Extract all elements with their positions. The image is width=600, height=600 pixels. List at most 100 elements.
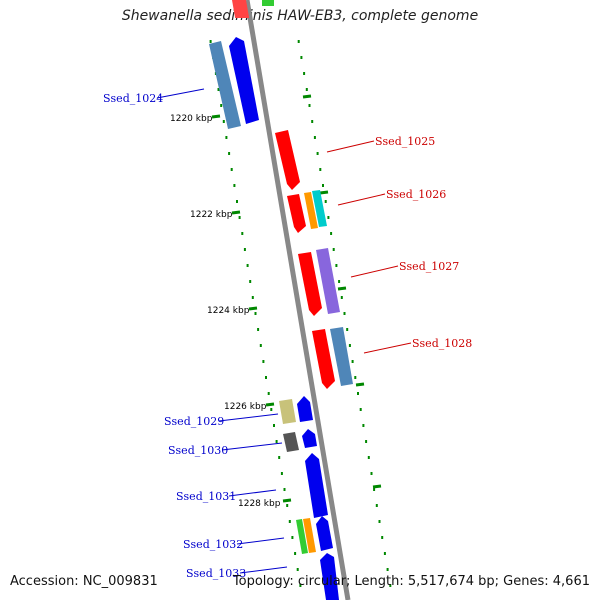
tick-dash-r4	[355, 382, 365, 387]
guide-dot	[354, 376, 357, 379]
guide-dot	[228, 152, 231, 155]
guide-dot	[357, 392, 359, 395]
guide-dot	[254, 312, 257, 315]
gene-1026-c	[312, 190, 327, 227]
tick-dash-1228	[282, 498, 292, 503]
guide-dot	[217, 88, 220, 91]
guide-dot	[381, 536, 384, 539]
guide-dot	[222, 120, 225, 123]
guide-dot	[209, 40, 212, 43]
tick-label-1220: 1220 kbp	[170, 114, 213, 124]
guide-dot	[383, 552, 386, 555]
guide-dot	[294, 552, 297, 555]
guide-dot	[288, 520, 291, 523]
guide-dot	[300, 56, 303, 59]
gene-1029-b	[297, 396, 313, 422]
guide-dot	[251, 296, 254, 299]
guide-dot	[330, 232, 333, 235]
gene-label-ssed-1033: Ssed_1033	[186, 567, 246, 580]
tick-dash-r1	[302, 94, 312, 99]
leader-1027	[350, 265, 399, 278]
gene-1024-b	[229, 37, 259, 124]
gene-label-ssed-1029: Ssed_1029	[164, 415, 224, 428]
guide-dot	[367, 456, 370, 459]
guide-dot	[305, 88, 308, 91]
guide-dot	[262, 360, 265, 363]
guide-dot	[280, 472, 283, 475]
gene-1028-b	[330, 327, 353, 386]
leader-1032	[236, 537, 285, 545]
tick-dash-1224	[248, 306, 258, 311]
guide-dot	[265, 376, 267, 379]
guide-dot	[296, 568, 299, 571]
guide-dot	[246, 264, 249, 267]
guide-dot	[316, 152, 319, 155]
guide-dot	[324, 200, 327, 203]
guide-dot	[267, 392, 270, 395]
guide-dot	[346, 328, 349, 331]
gene-label-ssed-1031: Ssed_1031	[176, 490, 236, 503]
guide-dot	[233, 184, 236, 187]
tick-label-1226: 1226 kbp	[224, 402, 267, 412]
guide-dot	[373, 488, 376, 491]
gene-1032-a	[296, 519, 308, 554]
guide-dot	[243, 248, 246, 251]
guide-dot	[378, 520, 381, 523]
tick-label-1222: 1222 kbp	[190, 210, 233, 220]
label-leaders	[156, 88, 412, 574]
gene-label-ssed-1025: Ssed_1025	[375, 135, 435, 148]
gene-1028-a	[312, 329, 335, 389]
genome-backbone	[244, 0, 351, 600]
guide-dot	[249, 280, 252, 283]
guide-dot	[351, 360, 354, 363]
guide-dot	[359, 408, 362, 411]
guide-dot	[308, 104, 311, 107]
guide-dot	[291, 536, 294, 539]
gene-1033	[320, 553, 339, 600]
tick-dash-r3	[337, 286, 347, 291]
guide-dot	[297, 40, 300, 43]
gene-label-ssed-1026: Ssed_1026	[386, 188, 446, 201]
summary-text: Topology: circular; Length: 5,517,674 bp…	[232, 574, 590, 589]
guide-dot	[236, 200, 238, 203]
tick-dash-1226	[265, 402, 275, 407]
reverse-genes	[209, 37, 339, 600]
guide-dot	[241, 232, 244, 235]
leader-1030	[221, 442, 283, 451]
gene-1032-c	[316, 516, 333, 551]
gene-1031	[305, 453, 328, 518]
gene-1030-b	[302, 429, 317, 448]
leader-1033	[239, 566, 288, 574]
guide-dot	[322, 184, 324, 187]
gene-1024-a	[209, 41, 241, 129]
leader-1029	[218, 413, 279, 422]
feature-top-green	[262, 0, 274, 6]
gene-1027-b	[316, 248, 340, 314]
guide-dot	[343, 312, 346, 315]
gene-1026-a	[287, 194, 306, 233]
guide-dot	[370, 472, 373, 475]
guide-dot	[220, 104, 223, 107]
guide-dot	[283, 488, 286, 491]
guide-dot	[362, 424, 365, 427]
guide-dot	[348, 344, 351, 347]
gene-1027-a	[298, 252, 322, 316]
guide-dot	[386, 568, 389, 571]
gene-label-ssed-1030: Ssed_1030	[168, 444, 228, 457]
gene-label-ssed-1027: Ssed_1027	[399, 260, 459, 273]
tick-label-1228: 1228 kbp	[238, 499, 281, 509]
guide-dot	[273, 424, 275, 427]
leader-1025	[326, 140, 375, 153]
forward-genes	[275, 130, 353, 389]
guide-dot	[340, 296, 343, 299]
guide-dot	[238, 216, 241, 219]
feature-top-red	[232, 0, 250, 18]
guide-dot	[286, 504, 289, 507]
guide-dot	[327, 216, 330, 219]
guide-dot	[335, 264, 338, 267]
kbp-tick-marks	[211, 94, 382, 503]
guide-dot	[375, 504, 378, 507]
leader-1024	[156, 88, 205, 99]
guide-dot	[275, 440, 278, 443]
